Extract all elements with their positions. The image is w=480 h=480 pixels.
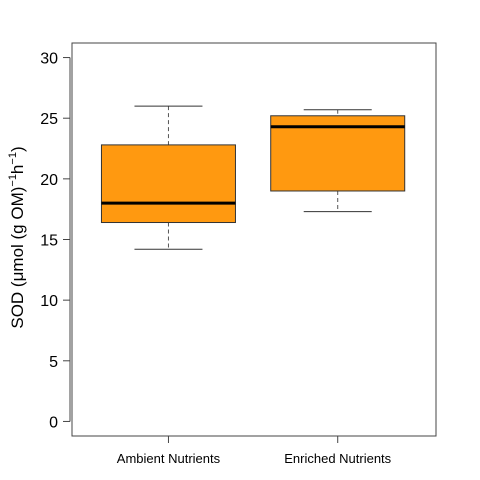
iqr-box — [100, 144, 236, 224]
y-axis-title: SOD (μmol (g OM)−1h−1) — [7, 146, 27, 328]
y-title-mu: μ — [8, 272, 27, 282]
x-category-label: Enriched Nutrients — [284, 451, 391, 466]
plot-border — [71, 42, 437, 437]
x-axis: Ambient Nutrients Enriched Nutrients — [117, 435, 392, 466]
y-axis: 0 5 10 15 20 25 30 — [40, 51, 71, 431]
y-title-sup1: −1 — [7, 174, 19, 187]
y-tick-label: 15 — [40, 233, 58, 250]
y-tick-label: 0 — [49, 414, 58, 431]
y-tick-label: 30 — [40, 51, 58, 68]
y-tick-label: 25 — [40, 111, 58, 128]
y-tick-label: 10 — [40, 293, 58, 310]
y-title-main: mol (g OM) — [8, 187, 27, 272]
y-title-mid: h — [8, 165, 27, 174]
box-enriched — [270, 109, 406, 213]
iqr-box — [270, 115, 406, 192]
x-category-label: Ambient Nutrients — [117, 451, 221, 466]
y-tick-label: 5 — [49, 354, 58, 371]
plot-frame — [71, 42, 437, 437]
y-title-prefix: SOD ( — [8, 281, 27, 329]
box-ambient — [100, 105, 236, 250]
y-title-sup2: −1 — [7, 152, 19, 165]
y-title-suffix: ) — [8, 146, 27, 152]
boxes — [100, 105, 406, 250]
y-tick-label: 20 — [40, 172, 58, 189]
